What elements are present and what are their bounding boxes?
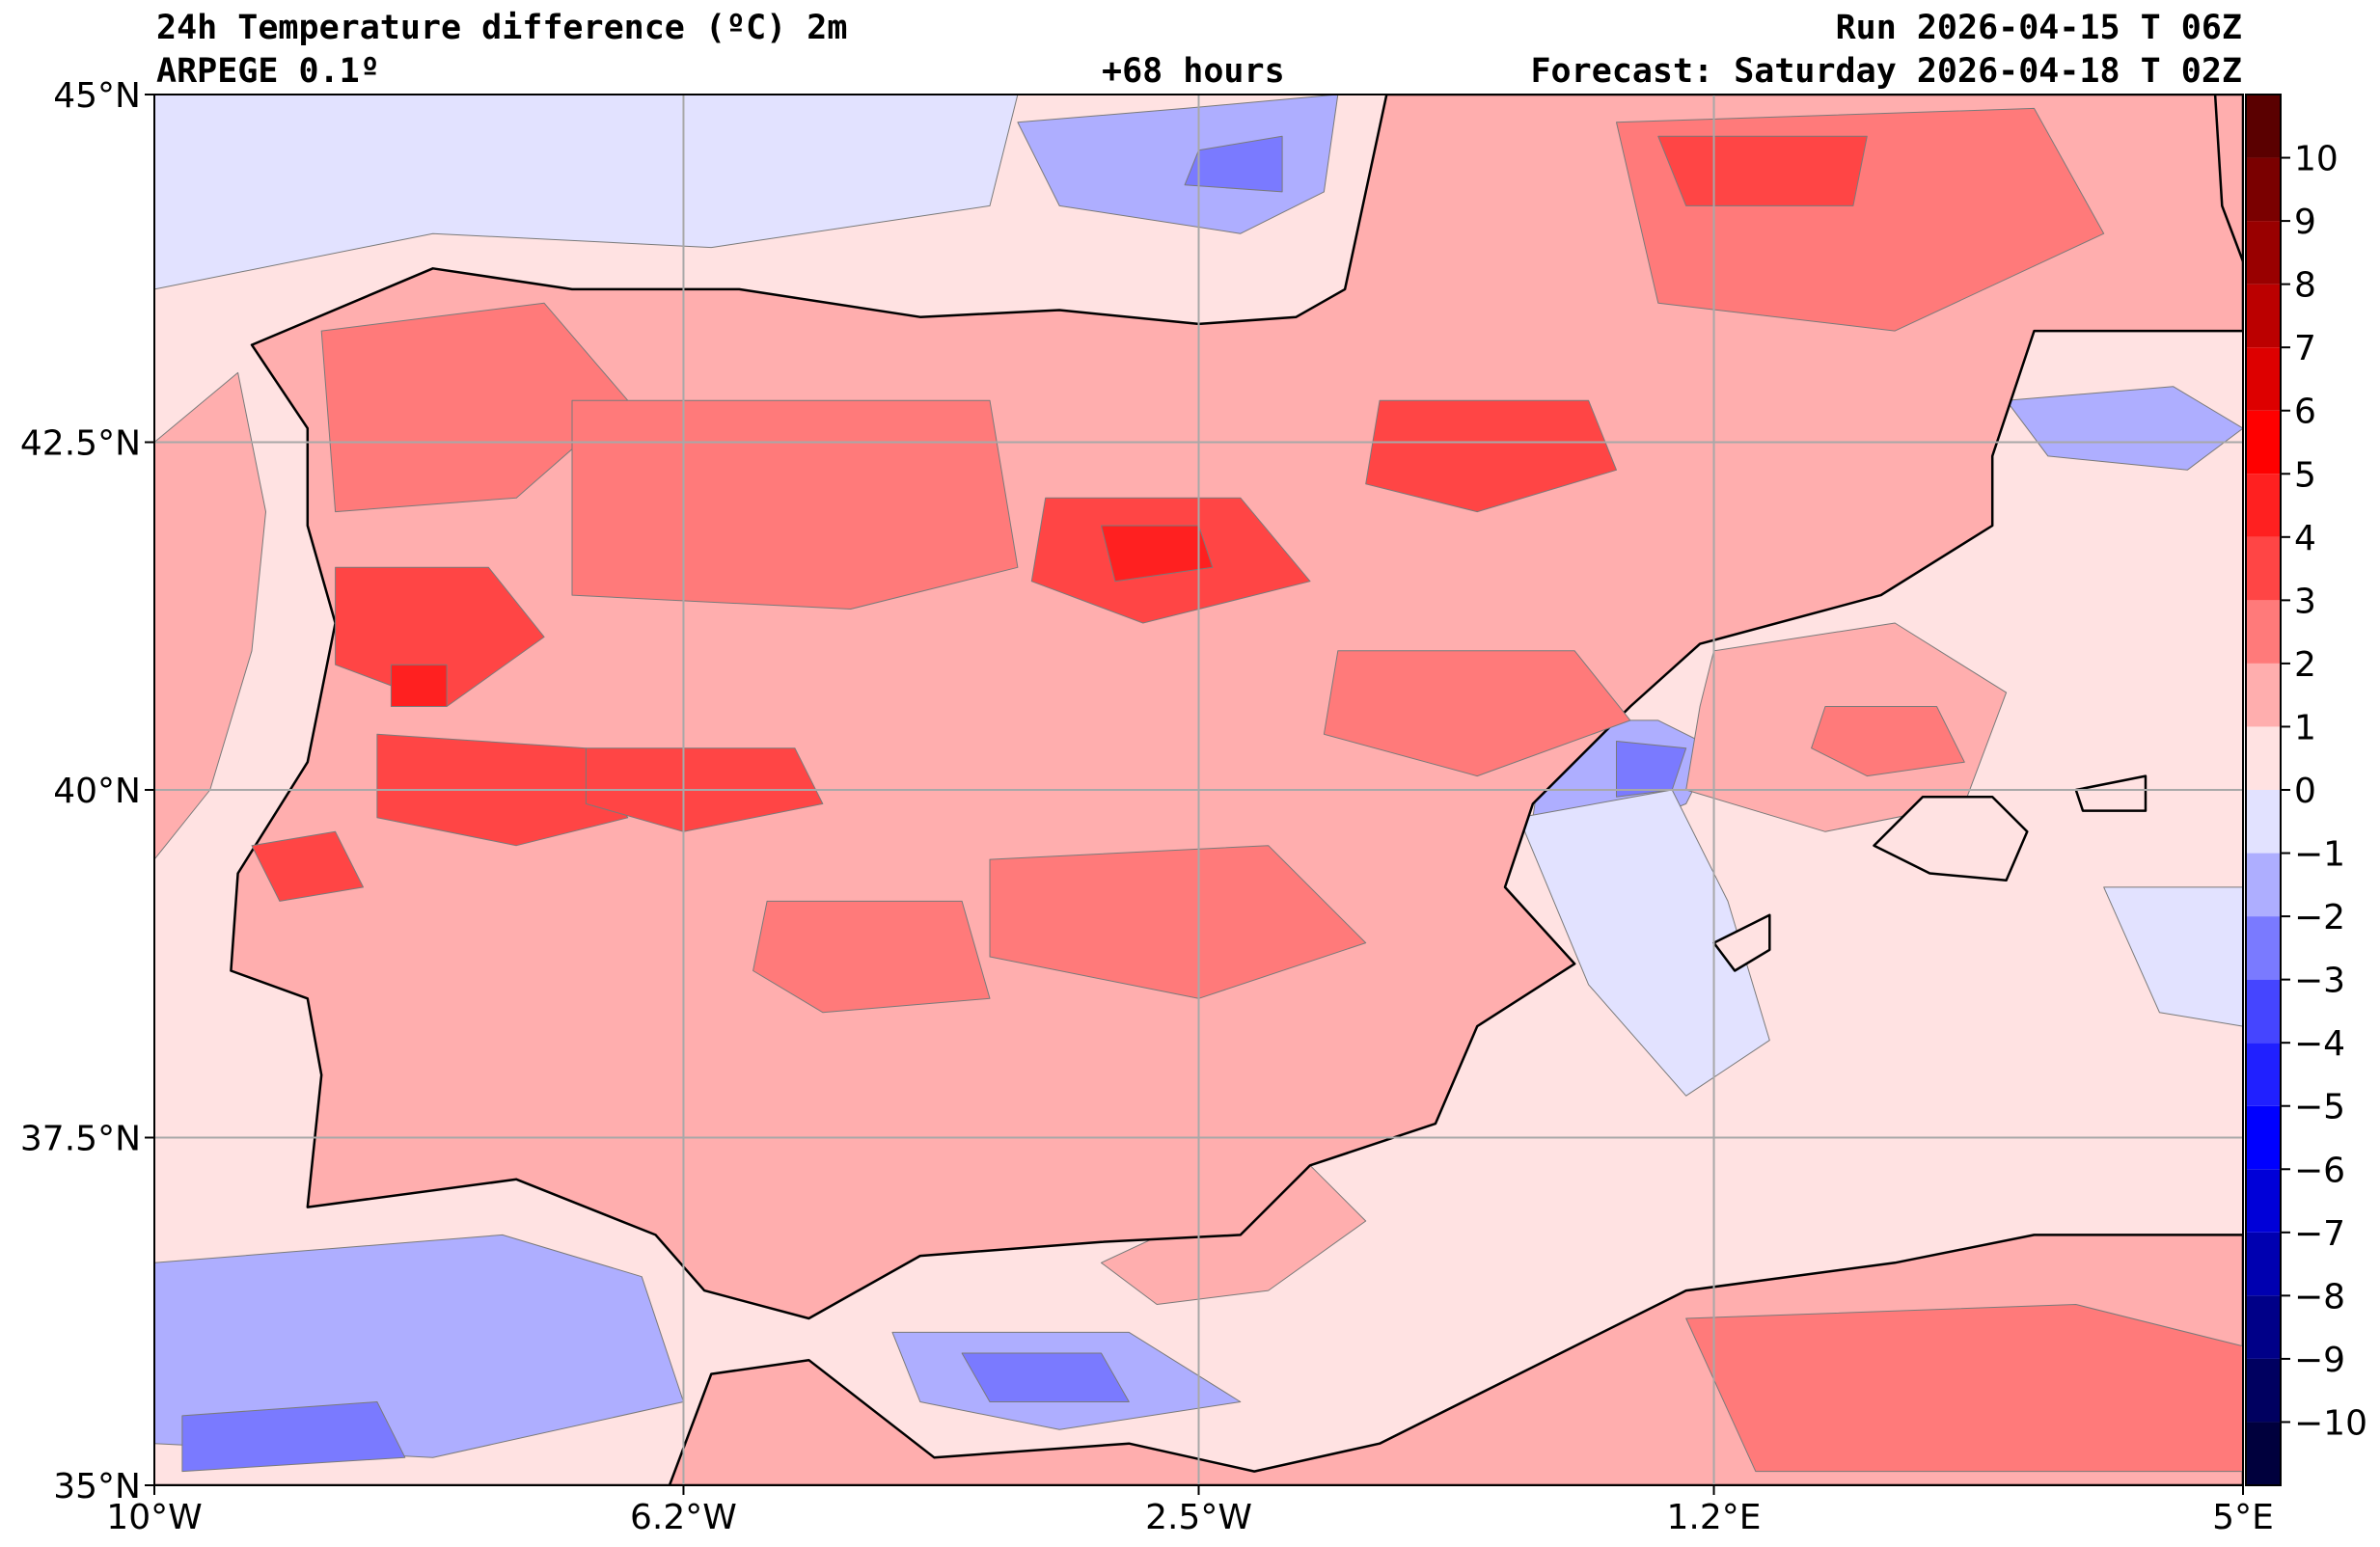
colorbar-swatch: [2246, 410, 2281, 475]
lat-tick-label: 45°N: [53, 76, 141, 116]
region-portugal-hotcore: [390, 664, 448, 707]
colorbar-swatch: [2246, 1043, 2281, 1106]
run-label: Run 2026-04-15 T 06Z: [1835, 9, 2242, 47]
map-title: 24h Temperature difference (ºC) 2m: [156, 9, 848, 47]
colorbar-tick-label: −10: [2294, 1403, 2367, 1443]
colorbar-tick-label: 7: [2294, 329, 2316, 368]
colorbar-swatch: [2246, 916, 2281, 980]
colorbar-tick-label: 3: [2294, 582, 2316, 621]
colorbar-swatch: [2246, 663, 2281, 727]
lat-tick-label: 37.5°N: [20, 1120, 141, 1159]
region-sw-atlantic-cold: [181, 1401, 406, 1473]
colorbar-tick-label: 5: [2294, 455, 2316, 495]
colorbar-swatch: [2246, 726, 2281, 790]
region-bay-biscay-cold: [1184, 135, 1283, 193]
region-alboran-cold: [961, 1352, 1130, 1402]
region-gulf-lion-cool: [2006, 386, 2243, 471]
region-huesca-hot: [1365, 399, 1617, 513]
colorbar-tick-label: −1: [2294, 835, 2345, 875]
forecast-valid-label: Forecast: Saturday 2026-04-18 T 02Z: [1530, 52, 2242, 91]
region-andalucia-warm: [752, 900, 991, 1014]
region-mancha-warm: [989, 845, 1367, 999]
lon-tick-label: 1.2°E: [1667, 1498, 1762, 1537]
colorbar-swatch: [2246, 95, 2281, 158]
colorbar-tick-label: 0: [2294, 772, 2316, 811]
colorbar-tick-label: 10: [2294, 140, 2339, 179]
region-mallorca: [1873, 795, 2029, 882]
colorbar-swatch: [2246, 221, 2281, 285]
model-label: ARPEGE 0.1º: [156, 52, 380, 91]
colorbar-swatch: [2246, 1169, 2281, 1233]
colorbar-swatch: [2246, 1295, 2281, 1359]
colorbar-swatch: [2246, 1358, 2281, 1423]
region-ibiza: [1712, 913, 1771, 972]
colorbar-tick-label: −8: [2294, 1277, 2345, 1316]
colorbar-swatch: [2246, 1422, 2281, 1485]
region-atlantic-west-band: [154, 371, 266, 860]
colorbar-tick-label: −2: [2294, 898, 2345, 937]
region-bay-biscay-cool: [1017, 95, 1339, 234]
colorbar-swatch: [2246, 853, 2281, 917]
region-soria-hotcore: [1101, 525, 1214, 583]
lead-time-label: +68 hours: [1102, 52, 1285, 91]
colorbar-swatch: [2246, 474, 2281, 537]
colorbar-tick-label: −3: [2294, 962, 2345, 1001]
colorbar-tick-label: −9: [2294, 1341, 2345, 1380]
lon-tick-label: 10°W: [106, 1498, 202, 1537]
region-menorca: [2074, 774, 2147, 812]
colorbar-swatch: [2246, 600, 2281, 664]
region-france-hot: [1657, 135, 1868, 206]
colorbar-swatch: [2246, 157, 2281, 222]
axis-ticks: 10°W 6.2°W 2.5°W 1.2°E 5°E 45°N 42.5°N 40°N 37.5…: [20, 76, 2274, 1537]
region-balearic-warmer: [1811, 706, 1965, 777]
colorbar-tick-label: 4: [2294, 519, 2316, 558]
lat-tick-label: 40°N: [53, 772, 141, 811]
colorbar-tick-label: 1: [2294, 708, 2316, 747]
colorbar-swatch: [2246, 790, 2281, 854]
region-teruel-warm: [1323, 650, 1631, 777]
region-north-atlantic-cool: [154, 95, 1019, 290]
lat-tick-label: 42.5°N: [20, 424, 141, 464]
colorbar-tick-label: 9: [2294, 203, 2316, 242]
colorbar-tick-label: 6: [2294, 393, 2316, 432]
colorbar-tick-label: −4: [2294, 1024, 2345, 1064]
colorbar-swatch: [2246, 347, 2281, 411]
colorbar-tick-label: −5: [2294, 1088, 2345, 1127]
colorbar-swatch: [2246, 536, 2281, 601]
colorbar-swatch: [2246, 1105, 2281, 1170]
colorbar-swatch: [2246, 1232, 2281, 1296]
colorbar-tick-label: −7: [2294, 1214, 2345, 1254]
colorbar-tick-label: −6: [2294, 1151, 2345, 1190]
colorbar-tick-label: 2: [2294, 645, 2316, 685]
colorbar-tick-label: 8: [2294, 266, 2316, 306]
lon-tick-label: 6.2°W: [630, 1498, 737, 1537]
region-east-med-cool: [2103, 886, 2243, 1027]
lon-tick-label: 5°E: [2212, 1498, 2274, 1537]
region-africa-warm: [1685, 1304, 2243, 1473]
region-africa: [154, 1234, 2243, 1485]
lon-tick-label: 2.5°W: [1145, 1498, 1252, 1537]
region-castilla-warm: [571, 399, 1019, 610]
lat-tick-label: 35°N: [53, 1467, 141, 1506]
region-portugal-north-hot: [335, 566, 545, 707]
region-lisbon-hot: [251, 830, 364, 902]
colorbar-swatch: [2246, 979, 2281, 1044]
region-corsica-sardinia: [2213, 95, 2243, 263]
colorbar-swatch: [2246, 284, 2281, 348]
